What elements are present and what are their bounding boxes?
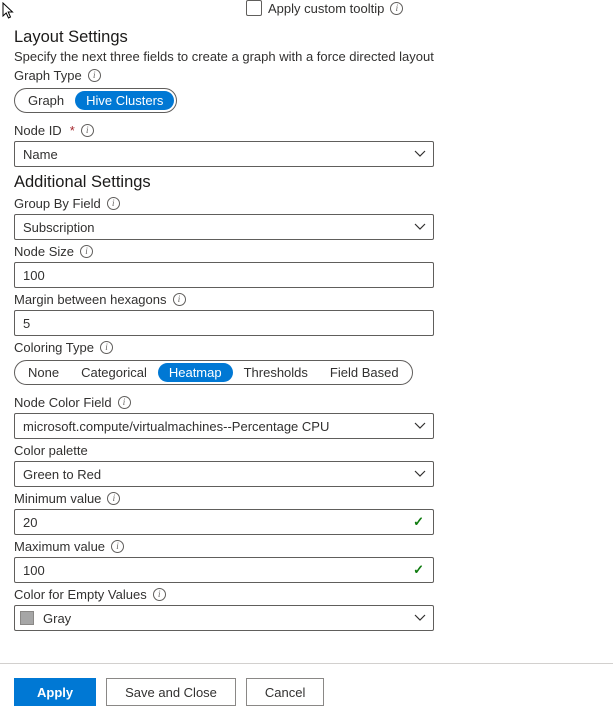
- node-size-field[interactable]: [14, 262, 434, 288]
- pill-option[interactable]: None: [17, 363, 70, 382]
- color-palette-input[interactable]: [14, 461, 434, 487]
- cancel-button[interactable]: Cancel: [246, 678, 324, 706]
- save-and-close-button[interactable]: Save and Close: [106, 678, 236, 706]
- node-color-field-input[interactable]: [14, 413, 434, 439]
- node-id-field[interactable]: [14, 141, 434, 167]
- coloring-type-label: Coloring Type: [14, 340, 94, 355]
- node-size-input[interactable]: [14, 262, 434, 288]
- layout-settings-title: Layout Settings: [14, 28, 599, 47]
- min-value-input[interactable]: [14, 509, 434, 535]
- max-value-field[interactable]: ✓: [14, 557, 434, 583]
- check-icon: ✓: [413, 562, 424, 578]
- node-color-field[interactable]: [14, 413, 434, 439]
- empty-color-input[interactable]: [14, 605, 434, 631]
- info-icon[interactable]: [111, 540, 124, 553]
- info-icon[interactable]: [80, 245, 93, 258]
- additional-settings-title: Additional Settings: [14, 173, 599, 192]
- empty-color-field[interactable]: [14, 605, 434, 631]
- color-palette-label: Color palette: [14, 443, 88, 458]
- pill-option[interactable]: Graph: [17, 91, 75, 110]
- info-icon[interactable]: [390, 2, 403, 15]
- group-by-label: Group By Field: [14, 196, 101, 211]
- graph-type-label: Graph Type: [14, 68, 82, 83]
- node-size-label: Node Size: [14, 244, 74, 259]
- footer-bar: Apply Save and Close Cancel: [0, 663, 613, 720]
- margin-hex-input[interactable]: [14, 310, 434, 336]
- chevron-down-icon: [414, 223, 426, 231]
- chevron-down-icon: [414, 150, 426, 158]
- info-icon[interactable]: [173, 293, 186, 306]
- pill-option[interactable]: Hive Clusters: [75, 91, 174, 110]
- min-value-label: Minimum value: [14, 491, 101, 506]
- info-icon[interactable]: [81, 124, 94, 137]
- chevron-down-icon: [414, 614, 426, 622]
- chevron-down-icon: [414, 422, 426, 430]
- pill-option[interactable]: Heatmap: [158, 363, 233, 382]
- node-id-input[interactable]: [14, 141, 434, 167]
- color-palette-field[interactable]: [14, 461, 434, 487]
- required-marker: *: [70, 123, 75, 138]
- group-by-input[interactable]: [14, 214, 434, 240]
- margin-hex-field[interactable]: [14, 310, 434, 336]
- group-by-field[interactable]: [14, 214, 434, 240]
- apply-button[interactable]: Apply: [14, 678, 96, 706]
- info-icon[interactable]: [107, 492, 120, 505]
- color-swatch-icon: [20, 611, 34, 625]
- node-id-label: Node ID: [14, 123, 62, 138]
- margin-hex-label: Margin between hexagons: [14, 292, 167, 307]
- graph-type-toggle[interactable]: GraphHive Clusters: [14, 88, 177, 113]
- info-icon[interactable]: [118, 396, 131, 409]
- coloring-type-toggle[interactable]: NoneCategoricalHeatmapThresholdsField Ba…: [14, 360, 413, 385]
- max-value-label: Maximum value: [14, 539, 105, 554]
- pill-option[interactable]: Field Based: [319, 363, 410, 382]
- check-icon: ✓: [413, 514, 424, 530]
- node-color-field-label: Node Color Field: [14, 395, 112, 410]
- layout-settings-hint: Specify the next three fields to create …: [14, 49, 599, 64]
- info-icon[interactable]: [100, 341, 113, 354]
- empty-color-label: Color for Empty Values: [14, 587, 147, 602]
- pill-option[interactable]: Thresholds: [233, 363, 319, 382]
- info-icon[interactable]: [153, 588, 166, 601]
- apply-custom-tooltip-label: Apply custom tooltip: [268, 1, 384, 16]
- apply-custom-tooltip-checkbox[interactable]: [246, 0, 262, 16]
- info-icon[interactable]: [107, 197, 120, 210]
- min-value-field[interactable]: ✓: [14, 509, 434, 535]
- info-icon[interactable]: [88, 69, 101, 82]
- chevron-down-icon: [414, 470, 426, 478]
- pill-option[interactable]: Categorical: [70, 363, 158, 382]
- max-value-input[interactable]: [14, 557, 434, 583]
